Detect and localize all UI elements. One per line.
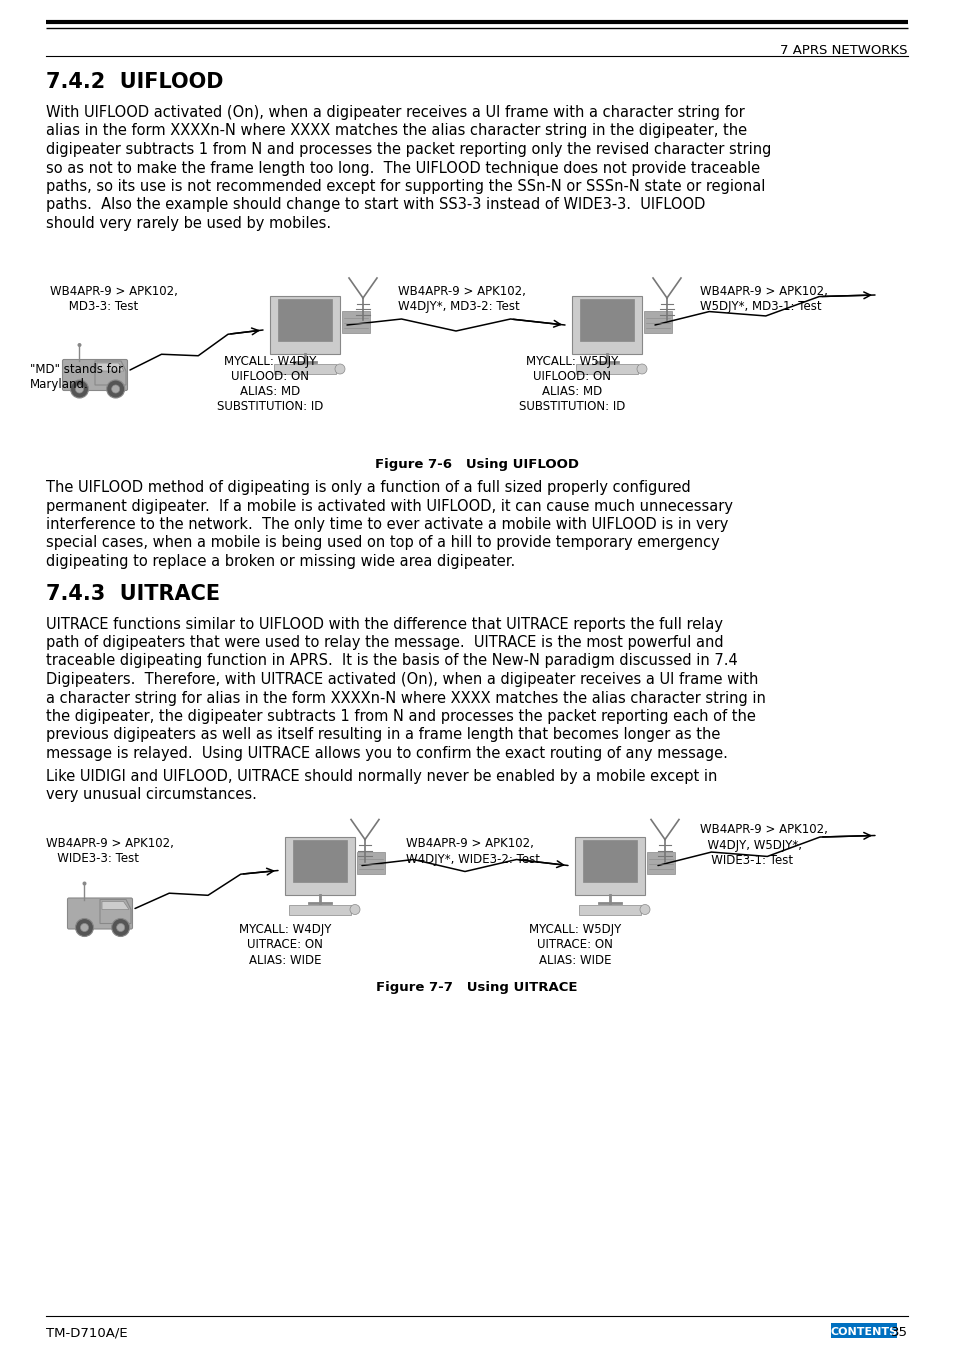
- Text: a character string for alias in the form XXXXn-N where XXXX matches the alias ch: a character string for alias in the form…: [46, 690, 765, 706]
- FancyBboxPatch shape: [274, 364, 335, 374]
- Circle shape: [75, 385, 84, 393]
- FancyBboxPatch shape: [582, 840, 637, 882]
- Text: WB4APR-9 > APK102,
W4DJY*, MD3-2: Test: WB4APR-9 > APK102, W4DJY*, MD3-2: Test: [397, 285, 525, 313]
- Text: digipeating to replace a broken or missing wide area digipeater.: digipeating to replace a broken or missi…: [46, 554, 515, 568]
- FancyBboxPatch shape: [341, 310, 370, 333]
- Text: WB4APR-9 > APK102,
W5DJY*, MD3-1: Test: WB4APR-9 > APK102, W5DJY*, MD3-1: Test: [700, 285, 827, 313]
- Circle shape: [116, 923, 125, 932]
- Text: Digipeaters.  Therefore, with UITRACE activated (On), when a digipeater receives: Digipeaters. Therefore, with UITRACE act…: [46, 672, 758, 687]
- FancyBboxPatch shape: [643, 310, 671, 333]
- Text: The UIFLOOD method of digipeating is only a function of a full sized properly co: The UIFLOOD method of digipeating is onl…: [46, 481, 690, 495]
- Text: WB4APR-9 > APK102,
  W4DJY, W5DJY*,
   WIDE3-1: Test: WB4APR-9 > APK102, W4DJY, W5DJY*, WIDE3-…: [700, 824, 827, 867]
- FancyBboxPatch shape: [575, 837, 644, 895]
- Text: permanent digipeater.  If a mobile is activated with UIFLOOD, it can cause much : permanent digipeater. If a mobile is act…: [46, 498, 732, 513]
- Text: alias in the form XXXXn-N where XXXX matches the alias character string in the d: alias in the form XXXXn-N where XXXX mat…: [46, 123, 746, 139]
- FancyBboxPatch shape: [289, 904, 351, 914]
- Text: very unusual circumstances.: very unusual circumstances.: [46, 787, 256, 802]
- Text: MYCALL: W5DJY
UITRACE: ON
ALIAS: WIDE: MYCALL: W5DJY UITRACE: ON ALIAS: WIDE: [528, 923, 620, 967]
- Text: With UIFLOOD activated (On), when a digipeater receives a UI frame with a charac: With UIFLOOD activated (On), when a digi…: [46, 105, 744, 120]
- Text: CONTENTS: CONTENTS: [829, 1327, 897, 1336]
- Text: MYCALL: W5DJY
UIFLOOD: ON
ALIAS: MD
SUBSTITUTION: ID: MYCALL: W5DJY UIFLOOD: ON ALIAS: MD SUBS…: [518, 355, 624, 413]
- Circle shape: [71, 379, 89, 398]
- Text: MYCALL: W4DJY
UIFLOOD: ON
ALIAS: MD
SUBSTITUTION: ID: MYCALL: W4DJY UIFLOOD: ON ALIAS: MD SUBS…: [216, 355, 323, 413]
- Text: traceable digipeating function in APRS.  It is the basis of the New-N paradigm d: traceable digipeating function in APRS. …: [46, 653, 737, 668]
- Text: should very rarely be used by mobiles.: should very rarely be used by mobiles.: [46, 216, 331, 231]
- Text: special cases, when a mobile is being used on top of a hill to provide temporary: special cases, when a mobile is being us…: [46, 536, 719, 551]
- Text: MYCALL: W4DJY
UITRACE: ON
ALIAS: WIDE: MYCALL: W4DJY UITRACE: ON ALIAS: WIDE: [238, 923, 331, 967]
- FancyBboxPatch shape: [576, 364, 638, 374]
- Polygon shape: [97, 363, 124, 371]
- Text: 35: 35: [890, 1326, 907, 1339]
- Circle shape: [112, 385, 119, 393]
- Circle shape: [335, 364, 345, 374]
- FancyBboxPatch shape: [277, 298, 332, 342]
- Circle shape: [350, 904, 359, 914]
- Circle shape: [639, 904, 649, 914]
- Text: TM-D710A/E: TM-D710A/E: [46, 1326, 128, 1339]
- FancyBboxPatch shape: [572, 296, 641, 354]
- Text: WB4APR-9 > APK102,
     MD3-3: Test: WB4APR-9 > APK102, MD3-3: Test: [50, 285, 177, 313]
- Polygon shape: [102, 902, 129, 910]
- FancyBboxPatch shape: [646, 852, 675, 873]
- FancyBboxPatch shape: [270, 296, 339, 354]
- Polygon shape: [100, 899, 131, 923]
- Circle shape: [637, 364, 646, 374]
- Text: previous digipeaters as well as itself resulting in a frame length that becomes : previous digipeaters as well as itself r…: [46, 728, 720, 743]
- FancyBboxPatch shape: [830, 1323, 896, 1338]
- Circle shape: [75, 918, 93, 937]
- Text: UITRACE functions similar to UIFLOOD with the difference that UITRACE reports th: UITRACE functions similar to UIFLOOD wit…: [46, 617, 722, 632]
- FancyBboxPatch shape: [578, 904, 640, 914]
- Text: 7.4.3  UITRACE: 7.4.3 UITRACE: [46, 585, 220, 605]
- Polygon shape: [95, 360, 126, 385]
- FancyBboxPatch shape: [293, 840, 347, 882]
- Text: interference to the network.  The only time to ever activate a mobile with UIFLO: interference to the network. The only ti…: [46, 517, 727, 532]
- Text: WB4APR-9 > APK102,
W4DJY*, WIDE3-2: Test: WB4APR-9 > APK102, W4DJY*, WIDE3-2: Test: [406, 837, 539, 865]
- Text: digipeater subtracts 1 from N and processes the packet reporting only the revise: digipeater subtracts 1 from N and proces…: [46, 142, 771, 157]
- Text: Figure 7-7   Using UITRACE: Figure 7-7 Using UITRACE: [375, 981, 578, 995]
- Text: 7.4.2  UIFLOOD: 7.4.2 UIFLOOD: [46, 72, 223, 92]
- Text: path of digipeaters that were used to relay the message.  UITRACE is the most po: path of digipeaters that were used to re…: [46, 634, 723, 649]
- Text: 7 APRS NETWORKS: 7 APRS NETWORKS: [780, 45, 907, 57]
- FancyBboxPatch shape: [63, 359, 128, 390]
- Text: WB4APR-9 > APK102,
   WIDE3-3: Test: WB4APR-9 > APK102, WIDE3-3: Test: [46, 837, 173, 865]
- Text: Figure 7-6   Using UIFLOOD: Figure 7-6 Using UIFLOOD: [375, 458, 578, 471]
- Text: so as not to make the frame length too long.  The UIFLOOD technique does not pro: so as not to make the frame length too l…: [46, 161, 760, 176]
- Circle shape: [77, 343, 81, 347]
- Circle shape: [112, 918, 130, 937]
- Text: "MD" stands for
Maryland.: "MD" stands for Maryland.: [30, 363, 123, 392]
- Text: the digipeater, the digipeater subtracts 1 from N and processes the packet repor: the digipeater, the digipeater subtracts…: [46, 709, 755, 724]
- Text: paths.  Also the example should change to start with SS3-3 instead of WIDE3-3.  : paths. Also the example should change to…: [46, 197, 704, 212]
- Text: message is relayed.  Using UITRACE allows you to confirm the exact routing of an: message is relayed. Using UITRACE allows…: [46, 747, 727, 761]
- Text: paths, so its use is not recommended except for supporting the SSn-N or SSSn-N s: paths, so its use is not recommended exc…: [46, 180, 764, 194]
- Text: Like UIDIGI and UIFLOOD, UITRACE should normally never be enabled by a mobile ex: Like UIDIGI and UIFLOOD, UITRACE should …: [46, 768, 717, 783]
- FancyBboxPatch shape: [68, 898, 132, 929]
- FancyBboxPatch shape: [356, 852, 385, 873]
- FancyBboxPatch shape: [285, 837, 355, 895]
- Circle shape: [107, 379, 125, 398]
- Circle shape: [80, 923, 89, 932]
- FancyBboxPatch shape: [579, 298, 634, 342]
- Circle shape: [82, 882, 87, 886]
